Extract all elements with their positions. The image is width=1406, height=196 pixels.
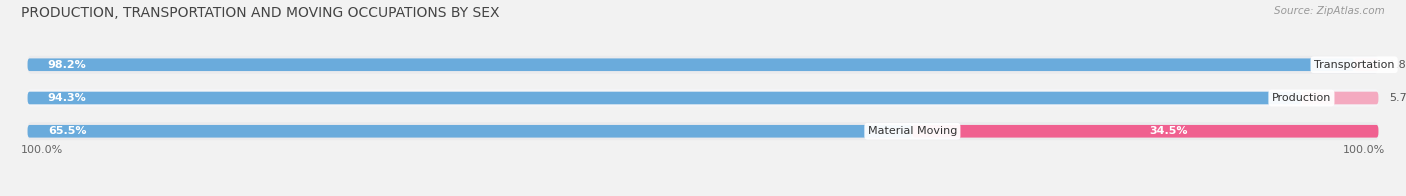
FancyBboxPatch shape <box>1354 58 1378 71</box>
FancyBboxPatch shape <box>912 125 1378 138</box>
Text: 65.5%: 65.5% <box>48 126 86 136</box>
Text: Transportation: Transportation <box>1313 60 1395 70</box>
Text: Material Moving: Material Moving <box>868 126 957 136</box>
Text: Source: ZipAtlas.com: Source: ZipAtlas.com <box>1274 6 1385 16</box>
Text: 100.0%: 100.0% <box>21 145 63 155</box>
Text: 1.8%: 1.8% <box>1389 60 1406 70</box>
FancyBboxPatch shape <box>28 92 1302 104</box>
Text: 98.2%: 98.2% <box>48 60 87 70</box>
FancyBboxPatch shape <box>28 56 1378 74</box>
FancyBboxPatch shape <box>1302 92 1378 104</box>
Text: 100.0%: 100.0% <box>1343 145 1385 155</box>
FancyBboxPatch shape <box>28 125 912 138</box>
FancyBboxPatch shape <box>28 89 1378 107</box>
FancyBboxPatch shape <box>28 122 1378 140</box>
FancyBboxPatch shape <box>28 58 1354 71</box>
Text: PRODUCTION, TRANSPORTATION AND MOVING OCCUPATIONS BY SEX: PRODUCTION, TRANSPORTATION AND MOVING OC… <box>21 6 499 20</box>
Text: 5.7%: 5.7% <box>1389 93 1406 103</box>
Text: 34.5%: 34.5% <box>1150 126 1188 136</box>
Text: 94.3%: 94.3% <box>48 93 87 103</box>
Text: Production: Production <box>1272 93 1331 103</box>
